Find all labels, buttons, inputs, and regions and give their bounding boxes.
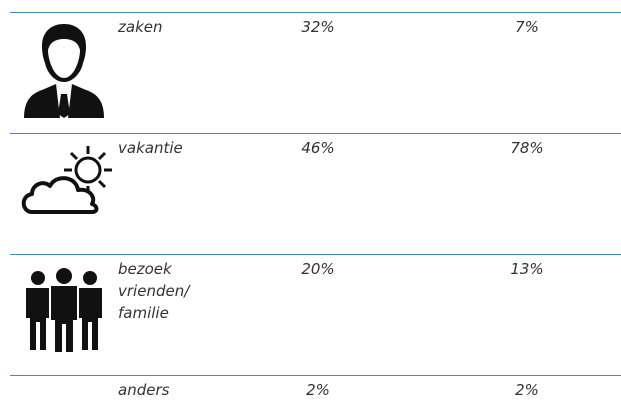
share-value: 7%: [515, 18, 539, 36]
row-divider: [10, 375, 621, 376]
row-label: vakantie: [118, 139, 183, 157]
row-label: zaken: [118, 18, 163, 36]
share-value: 32%: [301, 18, 335, 36]
share-value: 78%: [510, 139, 544, 157]
share-value: 2%: [306, 381, 330, 399]
row-label: bezoek vrienden/ familie: [118, 260, 190, 322]
holiday-icon: [21, 146, 112, 214]
row-divider: [10, 12, 621, 13]
people-icon: [26, 268, 102, 352]
share-value: 20%: [301, 260, 335, 278]
share-value: 46%: [301, 139, 335, 157]
row-divider: [10, 254, 621, 255]
business-icon: [24, 24, 104, 118]
row-divider: [10, 133, 621, 134]
row-label: anders: [118, 381, 170, 399]
share-value: 2%: [515, 381, 539, 399]
share-value: 13%: [510, 260, 544, 278]
